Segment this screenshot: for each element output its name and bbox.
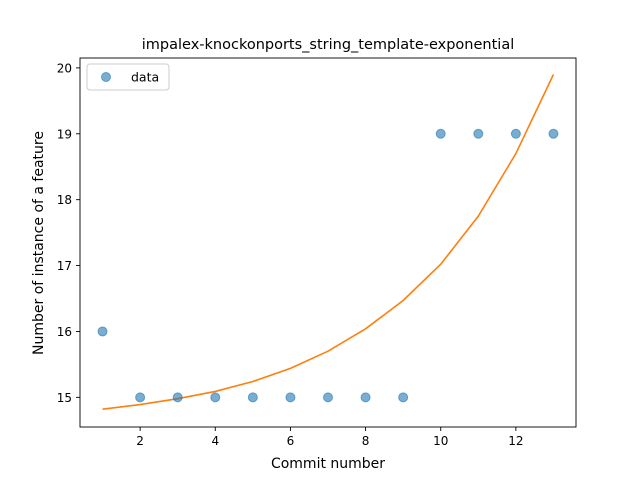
- x-axis-label: Commit number: [271, 456, 385, 472]
- data-point: [135, 392, 146, 403]
- y-axis-label: Number of instance of a feature: [31, 131, 47, 355]
- x-tick-label: 8: [362, 434, 370, 448]
- data-point: [210, 392, 221, 403]
- data-point: [473, 128, 484, 139]
- y-tick-label: 18: [57, 193, 72, 207]
- data-point: [398, 392, 409, 403]
- legend-box: [86, 63, 170, 91]
- data-point: [510, 128, 521, 139]
- y-tick-label: 19: [57, 127, 72, 141]
- y-tick-label: 20: [57, 61, 72, 75]
- y-tick-label: 17: [57, 259, 72, 273]
- data-point: [360, 392, 371, 403]
- legend: data: [86, 63, 170, 91]
- x-tick-label: 2: [136, 434, 144, 448]
- data-point: [285, 392, 296, 403]
- x-tick-label: 10: [433, 434, 448, 448]
- axes-frame: [79, 57, 577, 428]
- data-point: [548, 128, 559, 139]
- legend-marker: [101, 72, 111, 82]
- x-tick-label: 12: [508, 434, 523, 448]
- chart-title: impalex-knockonports_string_template-exp…: [142, 37, 514, 53]
- data-point: [323, 392, 333, 403]
- data-point: [97, 326, 108, 337]
- legend-label: data: [131, 70, 159, 85]
- y-tick-label: 16: [57, 325, 72, 339]
- x-tick-label: 4: [211, 434, 219, 448]
- plot-area: 2 4 6 8 10 12 15 16 17 18 19 20: [57, 57, 577, 448]
- y-tick-label: 15: [57, 391, 72, 405]
- data-point: [435, 128, 446, 139]
- data-point: [247, 392, 258, 403]
- x-tick-label: 6: [287, 434, 295, 448]
- data-point: [172, 392, 183, 403]
